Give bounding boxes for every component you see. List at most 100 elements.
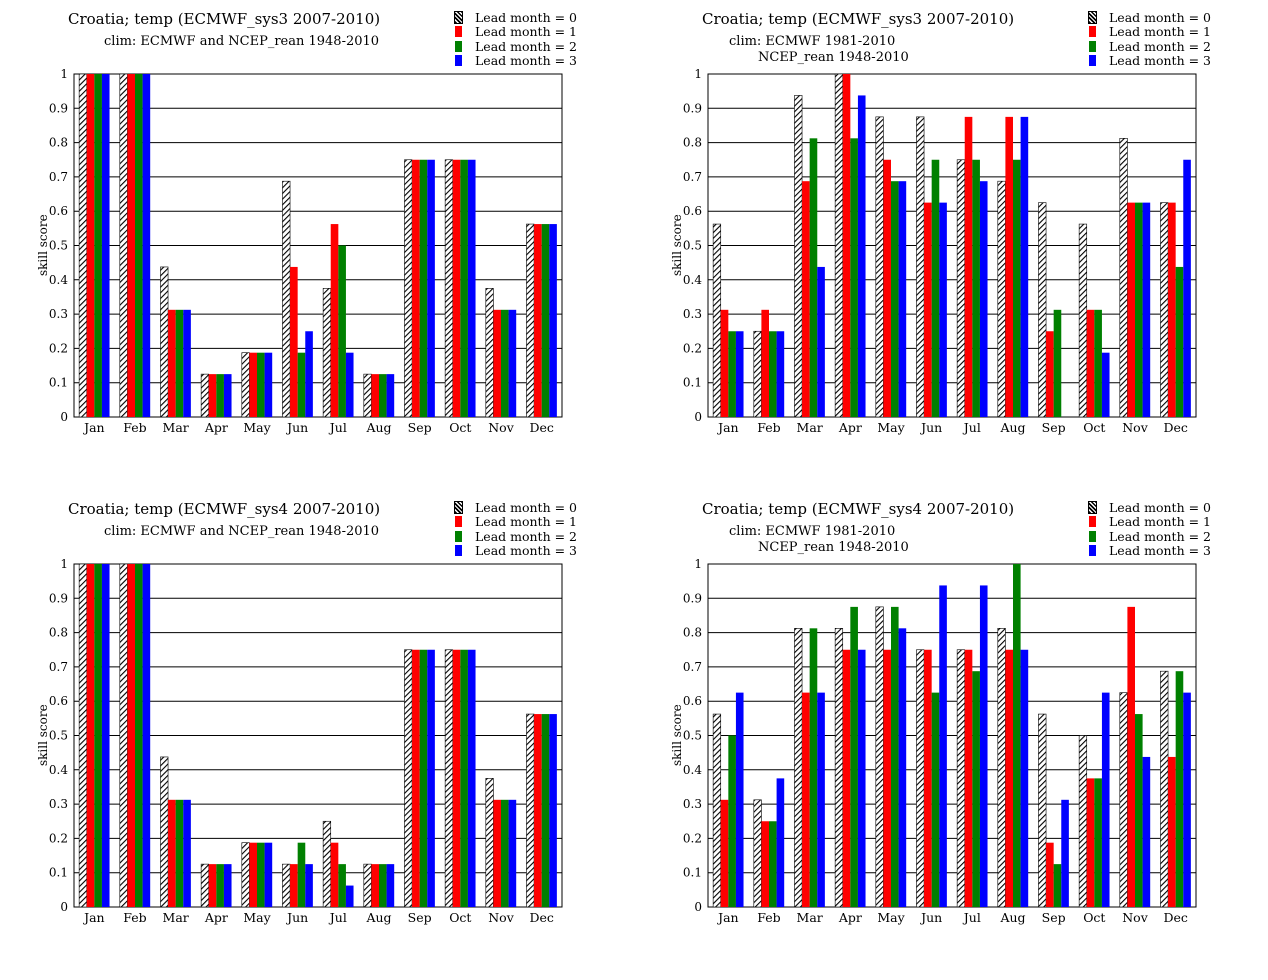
y-tick-label: 0.8 [49,136,68,150]
x-tick-label: Feb [757,420,780,435]
bar [257,842,265,907]
x-tick-label: Apr [838,420,862,435]
bar [761,821,769,907]
bar [964,649,973,907]
bar [404,159,413,418]
bar [769,821,777,907]
x-tick-label: Apr [204,420,228,435]
legend: Lead month = 0 Lead month = 1 Lead month =… [454,10,578,69]
bar [776,778,785,907]
bar [842,74,851,417]
bar [1101,692,1110,907]
bar [898,628,907,907]
bar [208,864,217,907]
bar [200,373,210,418]
legend-item: Lead month = 2 [1089,529,1211,544]
x-tick-label: May [877,910,905,925]
y-tick-label: 0.8 [49,626,68,640]
x-tick-label: Dec [529,910,553,925]
x-tick-label: Jul [962,910,981,925]
bar [135,564,143,907]
x-tick-label: Oct [449,910,471,925]
bar [1183,159,1191,417]
y-tick-label: 0.2 [49,341,68,355]
bar [1142,202,1151,417]
bar [371,374,379,417]
bar [404,649,413,908]
bar [290,266,298,417]
bar [794,628,803,908]
x-tick-label: Oct [1083,910,1105,925]
bar [1086,309,1095,417]
legend-swatch [1089,530,1096,542]
bar [508,309,517,417]
y-tick-label: 1 [60,67,68,81]
bar [883,159,891,417]
legend-label: Lead month = 2 [1109,38,1212,54]
bar [1013,159,1021,417]
bar [460,159,468,417]
bar [379,374,387,417]
bar-chart: 0 0.1 0.2 0.3 0.4 0.5 0.6 0.7 0.8 0.9 1 Jan Feb Mar Ap… [49,557,563,925]
legend-label: Lead month = 3 [475,53,578,69]
y-tick-label: 0.7 [683,660,702,674]
bar [1046,842,1054,907]
bar [282,863,291,908]
bar [493,799,501,907]
x-tick-label: Dec [1163,910,1187,925]
bar [1053,309,1062,417]
bar [290,864,298,907]
y-tick-label: 0.8 [683,136,702,150]
bar [412,159,420,417]
x-tick-label: Nov [488,420,514,435]
y-tick-label: 0.3 [683,307,702,321]
y-tick-label: 0.8 [683,626,702,640]
legend-swatch [1089,26,1096,38]
bar [875,606,884,908]
bar [241,842,250,908]
legend: Lead month = 0 Lead month = 1 Lead month =… [454,500,577,558]
legend-label: Lead month = 2 [475,38,578,54]
chart-subtitle: clim: ECMWF 1981-2010 [729,34,896,49]
legend-item: Lead month = 1 [1089,514,1211,529]
bar [427,159,435,417]
legend: Lead month = 0 Lead month = 1 Lead month =… [1088,10,1212,68]
bar [1020,649,1029,907]
bar [1094,309,1102,417]
bar [86,74,95,417]
bar [842,649,851,907]
chart-title: Croatia; temp (ECMWF_sys4 2007-2010) [68,500,381,518]
y-tick-label: 0.6 [49,204,68,218]
bar [883,649,891,907]
bar [964,116,973,417]
y-tick-label: 0.1 [683,866,702,880]
bar [101,564,110,907]
legend-swatch [1088,500,1097,514]
bar [972,159,980,417]
legend-item: Lead month = 3 [1089,53,1211,68]
bar [541,714,550,907]
y-axis-label: skill score [670,214,684,276]
legend-label: Lead month = 3 [1109,543,1212,559]
plot-frame [73,73,563,418]
bar [712,713,722,908]
legend-item: Lead month = 3 [455,543,577,558]
bar [1061,799,1069,907]
bar [1127,202,1135,417]
x-tick-label: Apr [204,910,228,925]
bar [898,181,907,417]
bar [939,585,947,907]
x-tick-label: Oct [449,420,471,435]
bar [452,649,461,907]
y-tick-label: 0.3 [49,797,68,811]
legend-swatch [455,545,462,557]
bar [857,649,866,907]
x-tick-label: Jun [285,420,308,435]
x-tick-label: Nov [488,910,514,925]
legend-swatch [454,500,463,514]
x-tick-label: Jan [716,910,739,925]
y-tick-label: 0.4 [49,763,68,777]
bar [501,309,509,417]
bar-chart: 0 0.1 0.2 0.3 0.4 0.5 0.6 0.7 0.8 0.9 1 Jan Feb Mar Ap… [49,67,563,435]
bar [78,73,88,418]
